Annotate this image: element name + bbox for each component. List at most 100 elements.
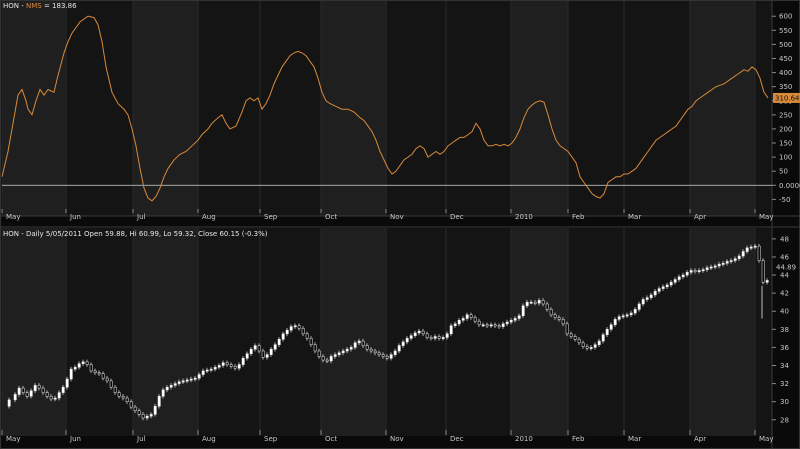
candle-body <box>177 381 181 384</box>
price-x-tick-label: Jul <box>136 435 146 443</box>
candle-body <box>509 320 513 323</box>
candle-body <box>201 370 205 375</box>
candle-body <box>409 335 413 339</box>
candle-body <box>85 361 89 365</box>
candle-body <box>569 333 573 337</box>
candle-body <box>505 321 509 325</box>
candle-body <box>433 336 437 339</box>
candle-body <box>645 297 649 300</box>
candle-body <box>229 364 233 367</box>
nms-x-tick-label: Aug <box>202 213 216 221</box>
candle-body <box>397 345 401 352</box>
price-y-tick-label: 40 <box>780 308 789 316</box>
candle-body <box>101 373 105 379</box>
candle-body <box>549 309 553 316</box>
nms-y-tick-label: 0.00000 <box>779 182 800 190</box>
candle-body <box>221 362 225 366</box>
candle-body <box>25 392 29 397</box>
candle-body <box>577 339 581 344</box>
candle-body <box>413 332 417 336</box>
candle-body <box>197 374 201 379</box>
candle-body <box>521 305 525 316</box>
nms-y-tick-label: 500 <box>779 41 792 49</box>
candle-body <box>477 320 481 326</box>
candle-body <box>525 301 529 307</box>
candle-body <box>69 368 73 380</box>
candle-body <box>333 354 337 357</box>
candle-body <box>421 330 425 335</box>
candle-body <box>7 399 11 407</box>
candle-body <box>669 282 673 286</box>
candle-body <box>501 323 505 327</box>
candle-body <box>685 272 689 276</box>
month-shade-band <box>133 228 198 436</box>
candle-body <box>261 350 265 358</box>
candle-body <box>605 329 609 335</box>
candle-body <box>701 269 705 272</box>
candle-body <box>149 414 153 417</box>
candle-body <box>213 367 217 370</box>
candle-body <box>473 317 477 322</box>
candle-body <box>673 279 677 283</box>
candle-body <box>453 323 457 326</box>
candle-body <box>725 261 729 264</box>
candle-body <box>241 358 245 365</box>
price-x-tick-label: Dec <box>450 435 464 443</box>
candle-body <box>169 385 173 388</box>
candle-body <box>345 348 349 352</box>
candle-body <box>469 314 473 318</box>
candle-body <box>573 336 577 340</box>
candle-body <box>289 326 293 331</box>
candle-body <box>609 324 613 330</box>
candle-body <box>417 330 421 334</box>
candle-body <box>445 333 449 338</box>
price-y-tick-label: 36 <box>780 344 789 352</box>
candle-body <box>21 387 25 393</box>
candle-body <box>137 410 141 415</box>
month-shade-band <box>2 228 66 436</box>
candle-body <box>557 317 561 320</box>
candle-body <box>737 255 741 260</box>
candle-body <box>233 366 237 369</box>
price-y-tick-label: 34 <box>780 362 789 370</box>
candle-body <box>313 344 317 352</box>
candle-body <box>265 354 269 358</box>
candle-body <box>237 364 241 369</box>
nms-y-tick-label: 550 <box>779 27 792 35</box>
panel-background <box>2 0 772 216</box>
nms-x-tick-label: Jun <box>69 213 81 221</box>
candle-body <box>753 245 757 248</box>
candle-body <box>705 267 709 270</box>
price-y-tick-label: 42 <box>780 290 789 298</box>
candle-body <box>485 324 489 327</box>
candle-body <box>741 251 745 257</box>
candle-body <box>513 318 517 321</box>
price-x-tick-label: Apr <box>694 435 706 443</box>
candle-body <box>65 378 69 388</box>
candle-body <box>17 387 21 395</box>
candle-body <box>597 340 601 345</box>
nms-y-tick-label: -50 <box>779 196 790 204</box>
price-y-tick-label: 28 <box>780 416 789 424</box>
month-shade-band <box>321 228 386 436</box>
candle-body <box>565 323 569 335</box>
candle-body <box>337 352 341 355</box>
candle-body <box>301 328 305 335</box>
candle-body <box>621 315 625 318</box>
candle-body <box>189 378 193 381</box>
candle-body <box>269 348 273 355</box>
nms-x-tick-label: Apr <box>694 213 706 221</box>
candle-body <box>533 301 537 304</box>
price-y-tick-label: 44 <box>780 272 789 280</box>
price-x-tick-label: Mar <box>628 435 641 443</box>
candle-body <box>93 370 97 373</box>
candle-body <box>29 390 33 397</box>
month-shade-band <box>133 0 198 216</box>
candle-body <box>681 274 685 278</box>
candle-body <box>457 320 461 325</box>
nms-x-tick-label: Oct <box>325 213 337 221</box>
candle-body <box>225 362 229 365</box>
candle-body <box>489 324 493 327</box>
